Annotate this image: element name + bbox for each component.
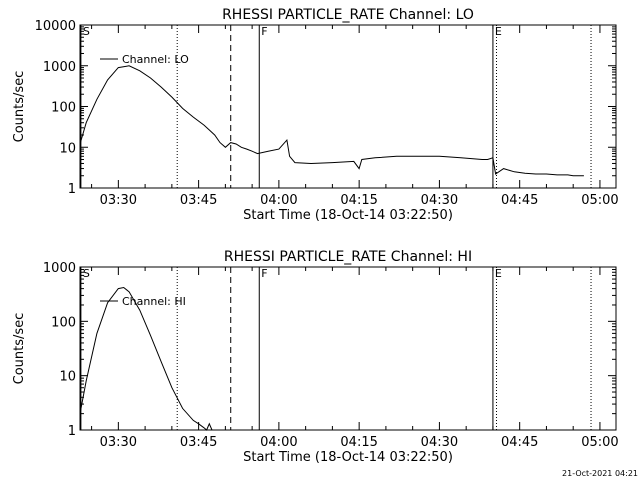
legend-label: Channel: LO bbox=[122, 53, 189, 66]
y-tick-label: 1 bbox=[68, 182, 76, 197]
x-tick-label: 04:15 bbox=[340, 193, 377, 208]
event-marker-label: F bbox=[261, 267, 267, 280]
x-tick-label: 05:00 bbox=[581, 193, 618, 208]
event-marker-label: S bbox=[83, 267, 90, 280]
x-tick-label: 04:15 bbox=[340, 435, 377, 450]
y-tick-label: 100 bbox=[51, 101, 76, 116]
series-line bbox=[79, 65, 584, 177]
x-tick-label: 04:45 bbox=[501, 193, 538, 208]
chart-title: RHESSI PARTICLE_RATE Channel: HI bbox=[224, 249, 472, 265]
hi-channel-panel: RHESSI PARTICLE_RATE Channel: HI 03:30 03:… bbox=[12, 249, 619, 465]
y-tick-label: 100 bbox=[51, 315, 76, 330]
y-tick-label: 10 bbox=[59, 370, 76, 385]
lo-channel-panel: RHESSI PARTICLE_RATE Channel: LO 03:30 03:… bbox=[12, 7, 619, 223]
x-tick-label: 03:30 bbox=[100, 193, 137, 208]
y-axis-label: Counts/sec bbox=[12, 313, 27, 385]
chart-title: RHESSI PARTICLE_RATE Channel: LO bbox=[222, 7, 474, 23]
legend-label: Channel: HI bbox=[122, 295, 186, 308]
plot-frame bbox=[79, 266, 617, 431]
y-axis-label: Counts/sec bbox=[12, 71, 27, 143]
x-tick-label: 04:30 bbox=[421, 435, 458, 450]
x-tick-label: 05:00 bbox=[581, 435, 618, 450]
event-marker-label: F bbox=[261, 25, 267, 38]
plot-frame bbox=[79, 24, 617, 189]
x-tick-label: 04:00 bbox=[260, 193, 297, 208]
x-tick-label: 04:30 bbox=[421, 193, 458, 208]
x-tick-label: 04:45 bbox=[501, 435, 538, 450]
x-tick-label: 03:45 bbox=[180, 435, 217, 450]
event-marker-label: E bbox=[495, 267, 502, 280]
y-tick-label: 10 bbox=[59, 141, 76, 156]
event-marker-label: S bbox=[83, 25, 90, 38]
series-line bbox=[79, 286, 213, 431]
x-tick-label: 03:30 bbox=[100, 435, 137, 450]
x-tick-label: 04:00 bbox=[260, 435, 297, 450]
x-tick-label: 03:45 bbox=[180, 193, 217, 208]
generation-timestamp: 21-Oct-2021 04:21 bbox=[562, 469, 638, 478]
event-marker-label: E bbox=[495, 25, 502, 38]
x-axis-label: Start Time (18-Oct-14 03:22:50) bbox=[243, 208, 453, 223]
y-tick-label: 1000 bbox=[43, 60, 76, 75]
y-tick-label: 10000 bbox=[35, 19, 76, 34]
y-tick-label: 1000 bbox=[43, 261, 76, 276]
y-tick-label: 1 bbox=[68, 424, 76, 439]
x-axis-label: Start Time (18-Oct-14 03:22:50) bbox=[243, 450, 453, 465]
